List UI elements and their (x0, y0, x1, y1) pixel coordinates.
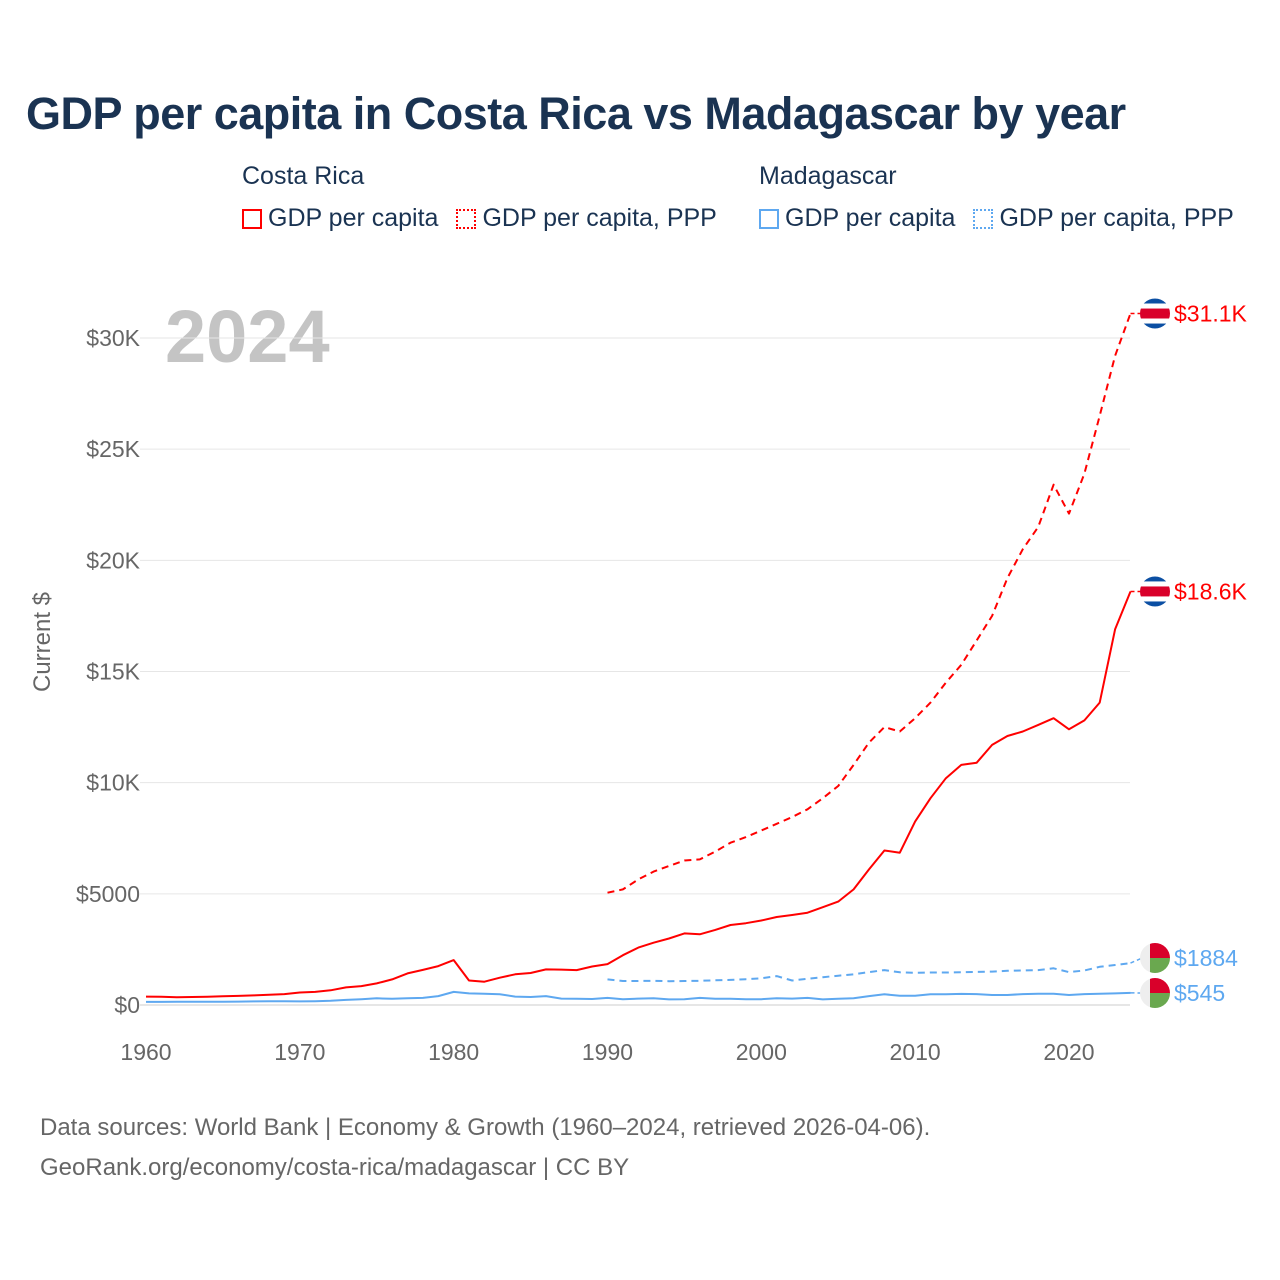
legend-label: GDP per capita (785, 204, 956, 232)
flag-stripe (1150, 993, 1170, 1008)
flag-stripe (1150, 943, 1170, 958)
legend-item-cr-gdp[interactable]: GDP per capita (242, 204, 438, 233)
y-tick-label: $25K (86, 436, 140, 462)
end-value-label: $545 (1174, 980, 1225, 1006)
x-tick-label: 1980 (428, 1039, 479, 1065)
costa-rica-flag-icon (1140, 576, 1170, 607)
year-watermark: 2024 (165, 295, 330, 378)
series-line (146, 990, 1131, 1003)
y-tick-label: $10K (86, 770, 140, 796)
flag-stripe (1140, 303, 1170, 309)
flag-stripe (1140, 586, 1170, 597)
y-tick-label: $30K (86, 325, 140, 351)
y-tick-label: $20K (86, 547, 140, 573)
y-axis-label: Current $ (29, 592, 56, 692)
legend-item-mg-gdp[interactable]: GDP per capita (759, 204, 955, 233)
legend-group-name: Madagascar (759, 162, 897, 190)
legend-item-cr-ppp[interactable]: GDP per capita, PPP (456, 204, 717, 233)
series-line (607, 962, 1131, 983)
footer: Data sources: World Bank | Economy & Gro… (40, 1108, 930, 1188)
flag-stripe (1140, 298, 1170, 304)
legend-item-mg-ppp[interactable]: GDP per capita, PPP (973, 204, 1234, 233)
legend-group-costa-rica: Costa Rica GDP per capita GDP per capita… (242, 162, 717, 233)
footer-sources: Data sources: World Bank | Economy & Gro… (40, 1114, 931, 1141)
flag-stripe (1140, 323, 1170, 329)
legend-group-name: Costa Rica (242, 162, 365, 190)
flag-stripe (1140, 581, 1170, 587)
chart-title: GDP per capita in Costa Rica vs Madagasc… (26, 88, 1126, 139)
x-tick-label: 2010 (890, 1039, 941, 1065)
legend-group-madagascar: Madagascar GDP per capita GDP per capita… (759, 162, 1234, 233)
legend-swatch (242, 208, 262, 229)
flag-stripe (1140, 576, 1170, 582)
x-tick-label: 2020 (1043, 1039, 1094, 1065)
madagascar-flag-icon (1140, 943, 1170, 973)
footer-link[interactable]: GeoRank.org/economy/costa-rica/madagasca… (40, 1154, 630, 1181)
legend-label: GDP per capita, PPP (482, 204, 717, 232)
x-tick-label: 1960 (120, 1039, 171, 1065)
flag-stripe (1150, 958, 1170, 973)
end-value-label: $18.6K (1174, 578, 1248, 604)
madagascar-flag-icon (1140, 978, 1170, 1008)
x-tick-label: 1990 (582, 1039, 633, 1065)
end-value-label: $31.1K (1174, 301, 1248, 327)
x-tick-label: 1970 (274, 1039, 325, 1065)
costa-rica-flag-icon (1140, 298, 1170, 329)
legend-label: GDP per capita (268, 204, 439, 232)
legend-swatch (759, 208, 779, 229)
legend-label: GDP per capita, PPP (999, 204, 1234, 232)
x-tick-label: 2000 (736, 1039, 787, 1065)
flag-stripe (1140, 596, 1170, 602)
flag-stripe (1140, 318, 1170, 324)
y-tick-label: $15K (86, 659, 140, 685)
flag-stripe (1150, 978, 1170, 993)
series-line (607, 313, 1132, 894)
end-value-label: $1884 (1174, 945, 1238, 971)
legend-swatch (456, 208, 477, 229)
flag-stripe (1140, 308, 1170, 319)
y-tick-label: $5000 (76, 881, 140, 907)
legend-swatch (973, 208, 994, 229)
y-tick-label: $0 (114, 992, 140, 1018)
flag-stripe (1140, 601, 1170, 607)
flag-stripe (1140, 943, 1150, 973)
flag-stripe (1140, 978, 1150, 1008)
series-line (145, 591, 1132, 999)
